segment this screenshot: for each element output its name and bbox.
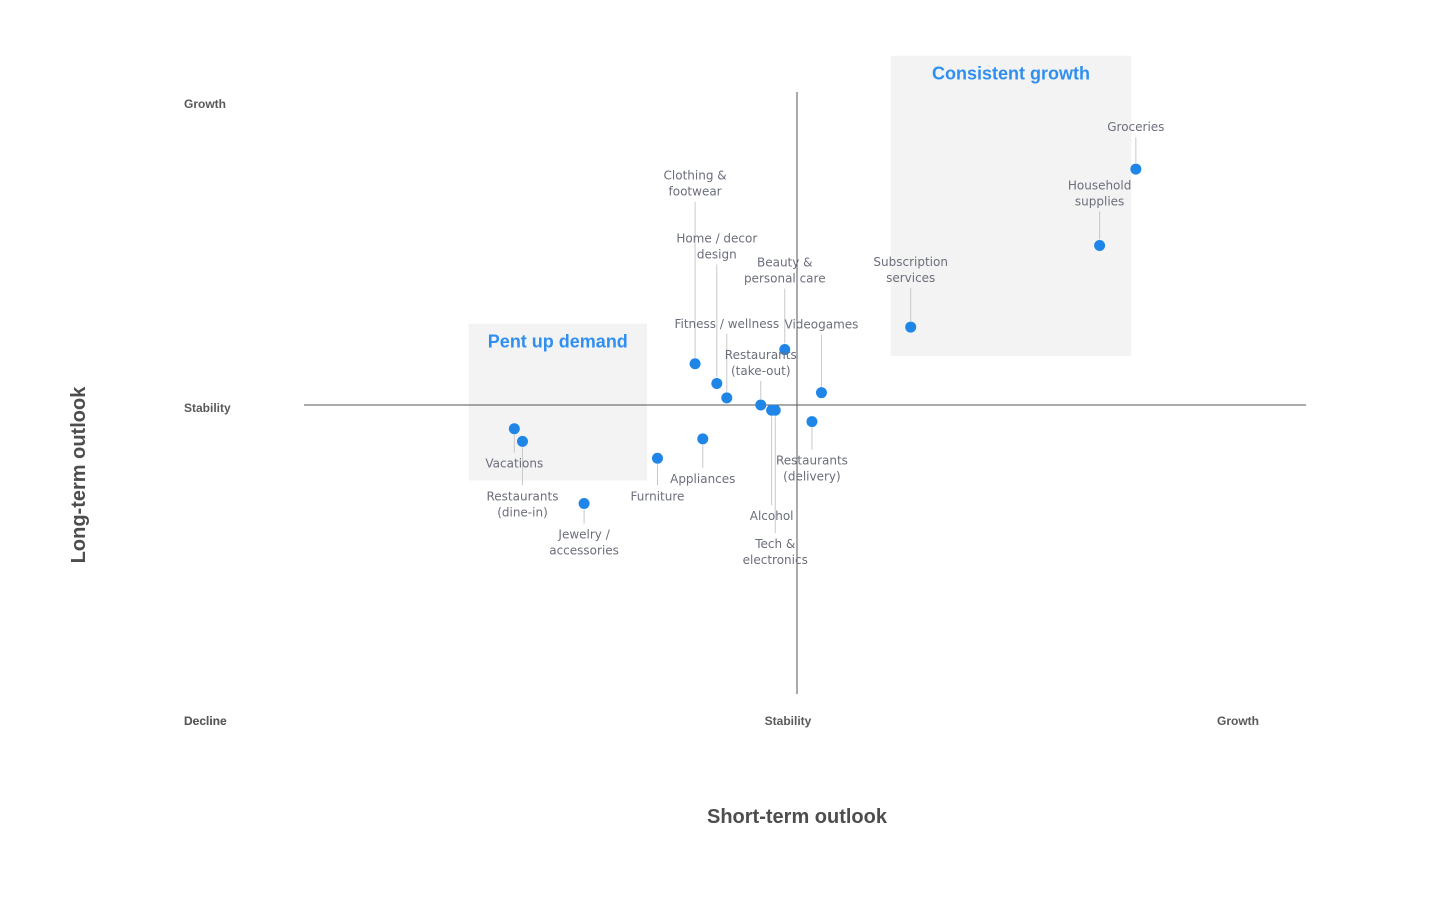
- x-tick-stability: Stability: [765, 714, 812, 728]
- point-label-line: Household: [1068, 178, 1132, 192]
- data-point-jewelry-accessories[interactable]: [578, 498, 590, 510]
- point-label-alcohol: Alcohol: [750, 509, 794, 523]
- data-point-restaurants-take-out[interactable]: [755, 399, 767, 411]
- point-label-line: (delivery): [783, 470, 841, 484]
- point-label-line: Restaurants: [776, 454, 848, 468]
- point-label-vacations: Vacations: [485, 457, 543, 471]
- point-label-line: (take-out): [731, 364, 791, 378]
- data-point-restaurants-delivery[interactable]: [806, 416, 818, 428]
- x-axis-title: Short-term outlook: [707, 806, 888, 828]
- zone-label-consistent-growth: Consistent growth: [932, 64, 1090, 84]
- zone-label-pent-up-demand: Pent up demand: [488, 332, 628, 352]
- point-label-jewelry-accessories: Jewelry / accessories: [549, 528, 619, 558]
- point-label-groceries: Groceries: [1107, 120, 1164, 134]
- data-point-vacations[interactable]: [508, 423, 520, 435]
- point-label-line: personal care: [744, 272, 826, 286]
- point-label-line: Furniture: [631, 489, 685, 503]
- point-label-line: Vacations: [485, 457, 543, 471]
- point-label-line: Fitness / wellness: [674, 317, 779, 331]
- point-label-clothing-footwear: Clothing & footwear: [664, 169, 727, 199]
- point-label-line: footwear: [669, 185, 722, 199]
- point-label-line: Restaurants: [725, 348, 797, 362]
- data-point-videogames[interactable]: [815, 387, 827, 399]
- point-label-home-decor-design: Home / decor design: [676, 231, 757, 261]
- point-label-line: Alcohol: [750, 509, 794, 523]
- point-label-line: electronics: [743, 553, 808, 567]
- zero-label: 0%: [308, 415, 324, 427]
- data-point-groceries[interactable]: [1130, 163, 1142, 175]
- point-label-household-supplies: Household supplies: [1068, 178, 1132, 208]
- data-point-clothing-footwear[interactable]: [689, 358, 701, 370]
- point-label-furniture: Furniture: [631, 489, 685, 503]
- point-label-fitness-wellness: Fitness / wellness: [674, 317, 779, 331]
- point-label-line: Tech &: [754, 537, 795, 551]
- point-label-line: Home / decor: [676, 231, 757, 245]
- x-tick-decline: Decline: [184, 714, 227, 728]
- point-label-line: accessories: [549, 544, 619, 558]
- point-label-line: Groceries: [1107, 120, 1164, 134]
- point-label-line: (dine-in): [497, 505, 548, 519]
- y-tick-growth: Growth: [184, 97, 226, 111]
- point-label-line: Beauty &: [757, 256, 813, 270]
- point-label-restaurants-dine-in: Restaurants (dine-in): [487, 489, 559, 519]
- zones-layer: Pent up demand Consistent growth: [468, 55, 1132, 481]
- axes-layer: 0%: [304, 92, 1306, 694]
- point-label-subscription-services: Subscription services: [873, 255, 948, 285]
- point-label-line: Subscription: [873, 255, 948, 269]
- point-label-videogames: Videogames: [785, 318, 859, 332]
- point-label-restaurants-delivery: Restaurants (delivery): [776, 454, 848, 484]
- zone-pent-up-demand: [468, 323, 648, 481]
- labels-layer: Groceries Household supplies Subscription se…: [485, 120, 1164, 567]
- point-label-line: services: [886, 271, 935, 285]
- point-label-line: Videogames: [785, 318, 859, 332]
- point-label-restaurants-take-out: Restaurants (take-out): [725, 348, 797, 378]
- y-tick-decline: Decline: [184, 714, 227, 728]
- zone-consistent-growth: [890, 55, 1132, 357]
- points-layer: [508, 163, 1142, 510]
- data-point-household-supplies[interactable]: [1094, 239, 1106, 251]
- x-tick-growth: Growth: [1217, 714, 1259, 728]
- point-label-line: design: [697, 247, 737, 261]
- point-label-line: Restaurants: [487, 489, 559, 503]
- leaders-layer: [513, 137, 1137, 534]
- point-label-line: supplies: [1075, 194, 1124, 208]
- point-label-line: Appliances: [670, 472, 735, 486]
- point-label-tech-electronics: Tech & electronics: [743, 537, 808, 567]
- y-axis-title: Long-term outlook: [68, 386, 90, 564]
- point-label-beauty-personal-care: Beauty & personal care: [744, 256, 826, 286]
- data-point-furniture[interactable]: [651, 452, 663, 464]
- point-label-line: Clothing &: [664, 169, 727, 183]
- point-label-line: Jewelry /: [557, 528, 610, 542]
- data-point-home-decor-design[interactable]: [711, 377, 723, 389]
- point-label-appliances: Appliances: [670, 472, 735, 486]
- data-point-beauty-personal-care[interactable]: [779, 344, 791, 356]
- data-point-appliances[interactable]: [697, 433, 709, 445]
- y-tick-stability: Stability: [184, 401, 231, 415]
- data-point-subscription-services[interactable]: [905, 321, 917, 333]
- data-point-fitness-wellness[interactable]: [721, 392, 733, 404]
- data-point-tech-electronics[interactable]: [769, 404, 781, 416]
- data-point-restaurants-dine-in[interactable]: [516, 435, 528, 447]
